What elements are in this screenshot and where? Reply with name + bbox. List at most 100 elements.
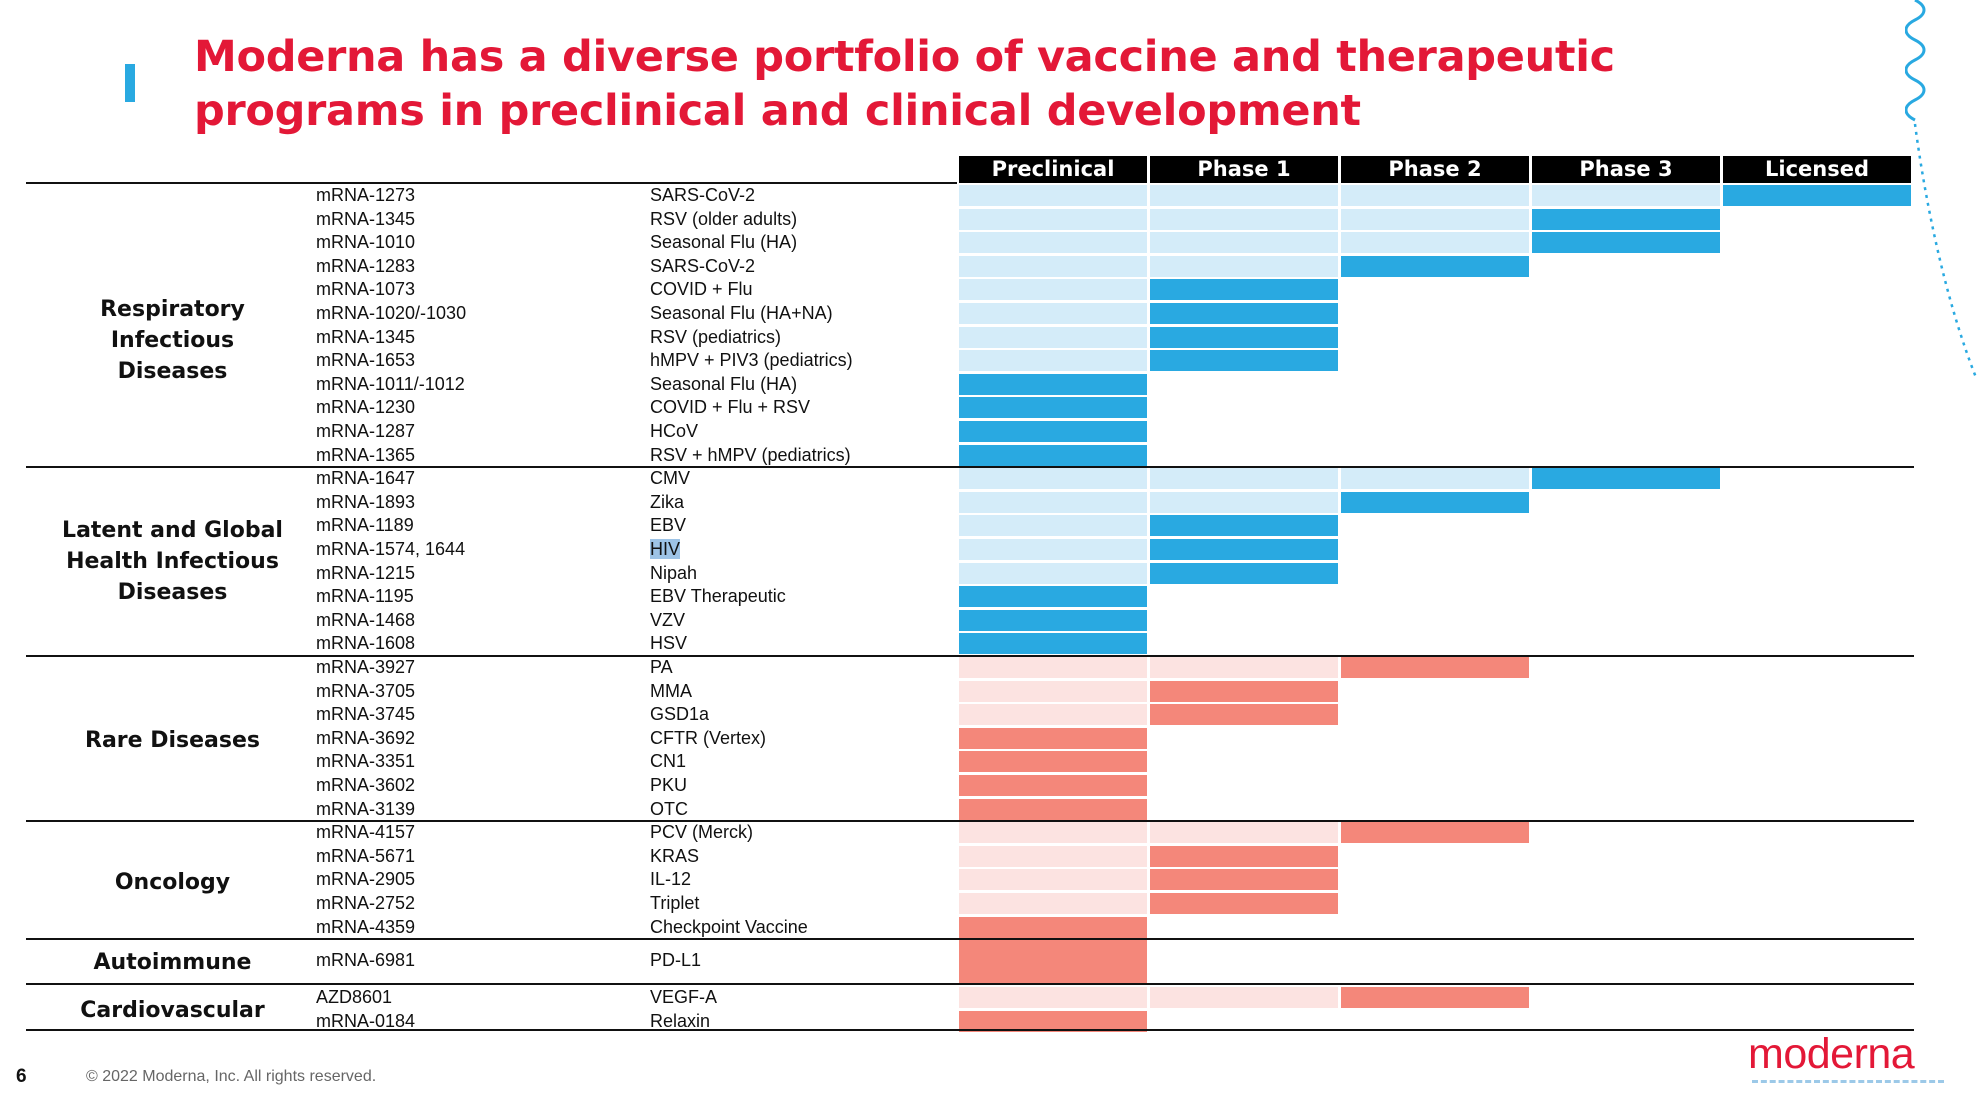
category-label: Respiratory Infectious Diseases <box>40 294 305 387</box>
stage-bar-current <box>1150 680 1338 702</box>
program-code: mRNA-1345 <box>316 208 416 229</box>
category-label: Autoimmune <box>40 947 305 978</box>
indication-text: SARS-CoV-2 <box>650 255 756 276</box>
indication-text: KRAS <box>650 845 700 866</box>
program-code: mRNA-2752 <box>316 893 416 913</box>
category-divider <box>26 820 1914 822</box>
program-code: mRNA-3139 <box>316 798 416 819</box>
program-code: mRNA-1215 <box>316 562 416 583</box>
category-label-line: Diseases <box>117 580 228 605</box>
phase-header-3: Phase 2 <box>1341 156 1529 183</box>
program-indication: VEGF-A <box>650 986 717 1009</box>
program-code: mRNA-1011/-1012 <box>316 373 465 394</box>
category-label-line: Diseases <box>117 359 228 384</box>
phase-header-1: Preclinical <box>959 156 1147 183</box>
program-code: mRNA-1365 <box>316 444 416 465</box>
program-indication: PKU <box>650 774 687 797</box>
phase-header-4: Phase 3 <box>1532 156 1720 183</box>
program-code: mRNA-0184 <box>316 1011 416 1031</box>
indication-text: HSV <box>650 633 688 654</box>
program-code: mRNA-3745 <box>316 704 416 725</box>
program-code: mRNA-4359 <box>316 916 416 937</box>
stage-bar-completed <box>1150 185 1338 206</box>
program-code: mRNA-1230 <box>316 397 416 418</box>
stage-bar-current <box>959 775 1147 796</box>
stage-bar-completed <box>959 704 1147 726</box>
stage-bar-current <box>1150 845 1338 867</box>
title-line-2: programs in preclinical and clinical dev… <box>194 86 1361 136</box>
category-label-line: Cardiovascular <box>80 998 265 1023</box>
program-indication: hMPV + PIV3 (pediatrics) <box>650 349 853 372</box>
category-label-line: Oncology <box>114 870 231 895</box>
stage-bar-current <box>1150 704 1338 726</box>
copyright-notice: © 2022 Moderna, Inc. All rights reserved… <box>86 1068 377 1085</box>
indication-text: HIV <box>650 539 681 559</box>
program-code: mRNA-1574, 1644 <box>316 539 466 559</box>
table-top-rule <box>26 182 957 184</box>
phase-header-5: Licensed <box>1723 156 1911 183</box>
stage-bar-completed <box>1341 468 1529 490</box>
stage-bar-current <box>959 633 1147 655</box>
logo-underline <box>1752 1080 1944 1083</box>
category-divider <box>26 1029 1914 1031</box>
stage-bar-completed <box>1532 185 1720 206</box>
stage-bar-completed <box>959 208 1147 230</box>
stage-bar-completed <box>1150 255 1338 277</box>
stage-bar-completed <box>1341 185 1529 206</box>
stage-bar-current <box>959 444 1147 466</box>
program-code: mRNA-1273 <box>316 185 416 205</box>
indication-text: Checkpoint Vaccine <box>650 916 808 937</box>
decorative-squiggle-icon <box>1905 0 1979 381</box>
stage-bar-completed <box>1341 208 1529 230</box>
stage-bar-completed <box>959 680 1147 702</box>
stage-bar-current <box>1723 185 1911 206</box>
indication-text: HCoV <box>650 421 699 441</box>
stage-bar-current <box>1341 987 1529 1009</box>
program-code: mRNA-1647 <box>316 468 416 489</box>
stage-bar-current <box>1150 350 1338 372</box>
indication-text: PKU <box>650 775 688 795</box>
stage-bar-completed <box>959 539 1147 560</box>
indication-text: Nipah <box>650 562 698 583</box>
program-code: mRNA-5671 <box>316 845 416 866</box>
program-code: mRNA-2905 <box>316 869 416 890</box>
stage-bar-current <box>959 397 1147 419</box>
program-indication: RSV (pediatrics) <box>650 326 781 349</box>
program-code: mRNA-1020/-1030 <box>316 303 467 323</box>
indication-text: hMPV + PIV3 (pediatrics) <box>650 350 853 371</box>
program-indication: Relaxin <box>650 1010 710 1033</box>
program-code: mRNA-3351 <box>316 751 416 772</box>
program-code: mRNA-1468 <box>316 609 416 630</box>
program-indication: CMV <box>650 467 690 490</box>
program-indication: Triplet <box>650 892 699 915</box>
indication-text: PA <box>650 657 673 677</box>
indication-text: Triplet <box>650 893 700 913</box>
indication-text: EBV <box>650 515 687 536</box>
stage-bar-completed <box>959 869 1147 891</box>
stage-bar-completed <box>959 562 1147 584</box>
stage-bar-current <box>959 609 1147 631</box>
program-indication: GSD1a <box>650 703 709 726</box>
indication-text: EBV Therapeutic <box>650 586 786 607</box>
stage-bar-completed <box>959 350 1147 372</box>
program-indication: RSV + hMPV (pediatrics) <box>650 444 851 467</box>
program-code: mRNA-3705 <box>316 680 416 701</box>
category-label-line: Health Infectious <box>66 549 279 574</box>
category-divider <box>26 938 1914 940</box>
indication-text: CMV <box>650 468 690 489</box>
stage-bar-current <box>1532 468 1720 490</box>
program-indication: Zika <box>650 491 684 514</box>
stage-bar-current <box>959 798 1147 820</box>
stage-bar-completed <box>1150 491 1338 513</box>
program-indication: EBV <box>650 514 686 537</box>
stage-bar-completed <box>959 491 1147 513</box>
stage-bar-completed <box>959 987 1147 1009</box>
category-label-line: Latent and Global <box>62 518 283 543</box>
stage-bar-current <box>1341 491 1529 513</box>
stage-bar-completed <box>959 822 1147 844</box>
program-indication: PD-L1 <box>650 949 701 972</box>
program-code: mRNA-3927 <box>316 657 416 677</box>
stage-bar-current <box>1150 539 1338 560</box>
stage-bar-current <box>959 421 1147 442</box>
title-accent-bar <box>125 64 135 102</box>
